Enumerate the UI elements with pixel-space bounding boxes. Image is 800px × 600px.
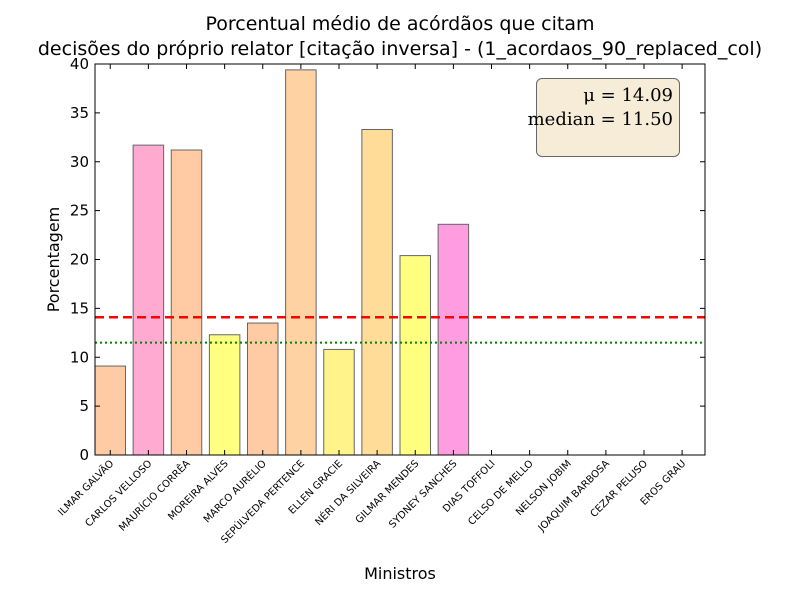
chart-title-line-1: Porcentual médio de acórdãos que citam	[205, 13, 595, 35]
y-tick-label: 15	[70, 299, 89, 317]
bar	[94, 365, 126, 456]
bar	[170, 149, 203, 456]
bar	[247, 322, 279, 456]
bar	[132, 144, 165, 456]
median-stat: median = 11.50	[527, 109, 673, 130]
mean-stat: μ = 14.09	[583, 85, 673, 106]
y-tick-label: 10	[70, 348, 89, 366]
bar	[399, 255, 431, 456]
x-tick-label: MAURÍCIO CORRÊA	[116, 457, 193, 534]
y-tick-label: 40	[70, 55, 89, 73]
y-tick-label: 35	[70, 104, 89, 122]
y-axis-label: Porcentagem	[44, 207, 63, 313]
bar	[285, 69, 317, 456]
bar	[323, 348, 355, 456]
x-tick-label: GILMAR MENDES	[354, 458, 422, 526]
y-tick-label: 5	[79, 397, 89, 415]
y-tick-label: 25	[70, 202, 89, 220]
x-tick-label: JOAQUIM BARBOSA	[536, 458, 612, 534]
stats-box: μ = 14.09 median = 11.50	[528, 78, 680, 157]
x-tick-label: NÉRI DA SILVEIRA	[312, 457, 383, 528]
chart-title-line-2: decisões do próprio relator [citação inv…	[37, 38, 763, 60]
x-axis-label: Ministros	[364, 564, 436, 583]
x-tick-label: CELSO DE MELLO	[466, 458, 535, 527]
bar	[208, 334, 241, 456]
x-tick-label: MARCO AURÉLIO	[200, 457, 269, 526]
x-tick-label: SYDNEY SANCHES	[387, 458, 459, 530]
bar	[361, 128, 393, 456]
y-tick-label: 20	[70, 251, 89, 269]
bar	[437, 223, 470, 456]
y-tick-label: 30	[70, 153, 89, 171]
y-tick-label: 0	[79, 446, 89, 464]
x-tick-label: CARLOS VELLOSO	[83, 458, 154, 529]
